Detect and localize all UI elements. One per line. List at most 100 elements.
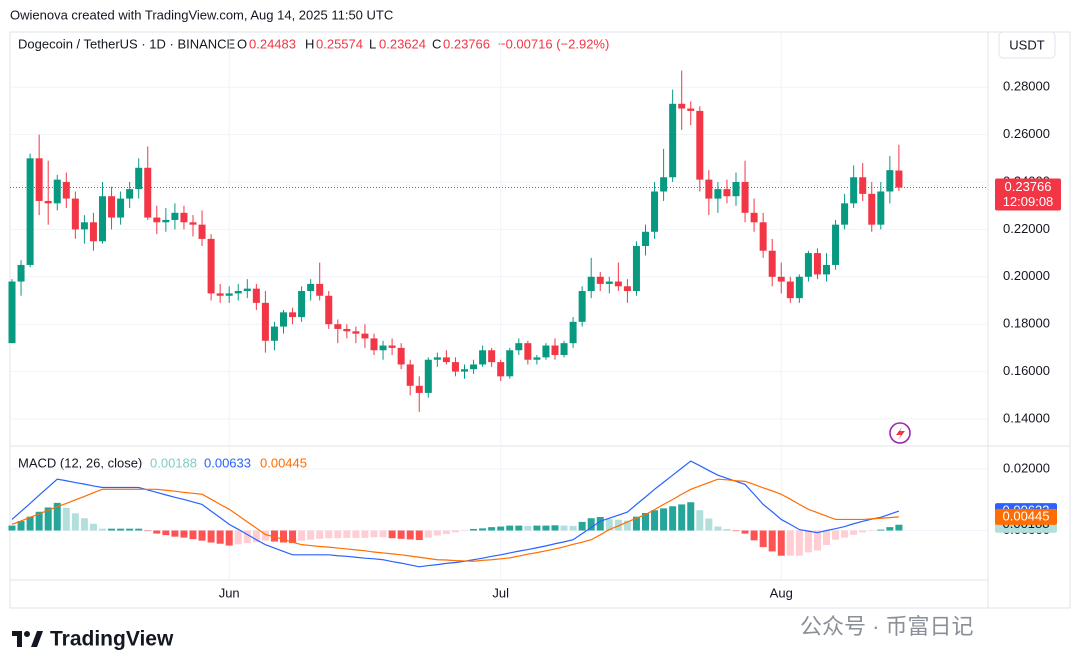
candle-body <box>62 182 70 199</box>
candle-body <box>768 250 776 277</box>
candle-body <box>795 276 803 299</box>
histogram-bar <box>424 530 432 538</box>
candle-body <box>732 182 740 197</box>
macd-line <box>11 460 900 568</box>
plot <box>8 32 988 580</box>
candle-body <box>687 108 695 111</box>
histogram-bar <box>189 530 197 540</box>
histogram-bar <box>605 519 613 531</box>
histogram-bar <box>714 526 722 531</box>
candle-body <box>804 253 812 277</box>
candle-body <box>741 182 749 213</box>
candle-body <box>216 293 224 296</box>
histogram-bar <box>289 530 297 544</box>
histogram-bar <box>334 530 342 539</box>
ohlc-label: L <box>369 36 376 51</box>
histogram-bar <box>804 530 812 553</box>
candle-body <box>53 179 61 204</box>
candle-body <box>813 253 821 275</box>
histogram-bar <box>705 518 713 531</box>
histogram-bar <box>117 528 125 531</box>
histogram-bar <box>243 530 251 544</box>
candle-body <box>660 177 668 192</box>
histogram-bar <box>44 507 52 531</box>
candle-body <box>587 276 595 292</box>
candle-body <box>243 288 251 292</box>
candle-body <box>479 350 487 365</box>
candle-body <box>135 167 143 190</box>
candle-body <box>488 350 496 363</box>
candle-body <box>144 167 152 218</box>
change: −0.00716 (−2.92%) <box>498 36 609 51</box>
candle-body <box>180 212 188 223</box>
histogram-bar <box>62 507 70 531</box>
candle-body <box>832 224 840 265</box>
candle-body <box>560 343 568 356</box>
candle-body <box>451 362 459 372</box>
histogram-bar <box>506 525 514 531</box>
candle-body <box>316 283 324 296</box>
candle-body <box>298 291 306 318</box>
currency-box[interactable] <box>998 31 1056 59</box>
symbol-title: Dogecoin / TetherUS · 1D · BINANCE <box>18 36 236 51</box>
histogram-bar <box>26 516 34 531</box>
histogram-bar <box>895 524 903 531</box>
histogram-bar <box>560 525 568 531</box>
histogram-bar <box>379 530 387 538</box>
candle-body <box>442 357 450 363</box>
histogram-bar <box>488 527 496 531</box>
alert-icon[interactable] <box>889 422 911 444</box>
y-tick-label: 0.18000 <box>1003 316 1050 331</box>
histogram-bar <box>89 523 97 531</box>
logo <box>12 631 43 647</box>
histogram-bar <box>651 510 659 531</box>
candle-body <box>750 212 758 223</box>
logo-mark <box>12 631 22 647</box>
candle-body <box>35 158 43 201</box>
y-tick-label: 0.02000 <box>1003 460 1050 475</box>
header: Owienova created with TradingView.com, A… <box>10 7 393 22</box>
candle-body <box>515 343 523 351</box>
candle-body <box>307 283 315 292</box>
candle-body <box>723 189 731 197</box>
histogram-bar <box>542 525 550 531</box>
candle-body <box>551 345 559 356</box>
histogram-bar <box>750 530 758 541</box>
axis-value-tag <box>995 508 1057 525</box>
histogram-bar <box>461 530 468 532</box>
ohlc-value: 0.24483 <box>249 36 296 51</box>
histogram-bar <box>135 528 143 531</box>
candle-body <box>868 193 876 225</box>
histogram-bar <box>108 528 116 531</box>
histogram-bar <box>352 530 360 538</box>
ohlc-value: 0.23624 <box>379 36 426 51</box>
candle-body <box>126 189 134 199</box>
logo-mark <box>31 631 43 647</box>
candle-body <box>361 333 369 339</box>
currency[interactable]: USDT <box>1009 37 1044 52</box>
histogram-bar <box>632 516 640 531</box>
ohlc-label: H <box>305 36 314 51</box>
histogram-bar <box>99 528 106 531</box>
histogram-bar <box>144 530 152 532</box>
histogram-bar <box>886 527 894 531</box>
candle-body <box>859 177 867 194</box>
candle-body <box>334 324 342 329</box>
histogram-bar <box>325 530 333 539</box>
histogram-bar <box>768 530 776 552</box>
histogram-bar <box>198 530 206 541</box>
candle-body <box>261 302 269 341</box>
candle-body <box>379 345 387 351</box>
candle-body <box>470 364 478 370</box>
histogram-bar <box>823 530 830 545</box>
histogram-bar <box>759 530 767 548</box>
histogram-bar <box>850 530 858 535</box>
histogram-bar <box>126 528 134 531</box>
candle-body <box>8 281 16 344</box>
histogram-bar <box>723 528 731 531</box>
candle-body <box>823 264 830 275</box>
histogram-bar <box>280 530 287 543</box>
histogram-bar <box>216 530 224 544</box>
candle-body <box>162 219 170 223</box>
candle-body <box>189 222 197 225</box>
